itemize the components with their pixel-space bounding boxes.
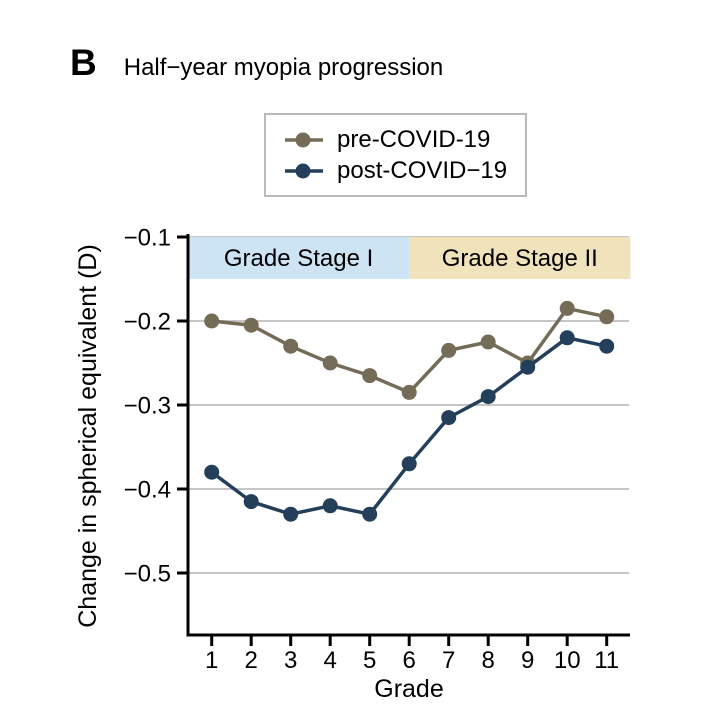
y-tick-label: −0.4	[124, 477, 171, 504]
y-tick-label: −0.5	[124, 561, 171, 588]
x-tick-label: 6	[403, 647, 416, 674]
x-tick-label: 11	[594, 647, 619, 674]
x-tick-label: 2	[245, 647, 258, 674]
figure-title: Half−year myopia progression	[123, 54, 444, 81]
x-tick-label: 8	[482, 647, 495, 674]
data-point-pre-grade-1	[204, 313, 220, 329]
data-point-post-grade-4	[322, 498, 338, 514]
data-point-post-grade-8	[480, 389, 496, 405]
data-point-post-grade-2	[243, 494, 259, 510]
x-tick-label: 3	[284, 647, 297, 674]
stage-band-label-1: Grade Stage I	[224, 245, 373, 272]
data-point-pre-grade-6	[401, 384, 417, 400]
x-tick-label: 1	[205, 647, 218, 674]
y-axis-title: Change in spherical equivalent (D)	[74, 244, 102, 628]
data-point-pre-grade-2	[243, 317, 259, 333]
stage-band-2	[409, 237, 631, 279]
legend-marker-pre-covid-icon	[285, 132, 323, 147]
figure-header: B Half−year myopia progression	[70, 42, 443, 84]
legend-item-post-covid: post-COVID−19	[282, 156, 525, 186]
data-point-post-grade-3	[283, 506, 299, 522]
data-point-post-grade-5	[362, 506, 378, 522]
series-line-post-covid	[210, 335, 608, 517]
y-tick-label: −0.3	[124, 393, 171, 420]
data-point-pre-grade-10	[559, 300, 575, 316]
data-point-post-grade-6	[401, 456, 417, 472]
data-point-post-grade-9	[520, 359, 536, 375]
legend: pre-COVID-19 post-COVID−19	[264, 113, 527, 197]
legend-label-pre-covid: pre-COVID-19	[337, 125, 491, 153]
data-point-pre-grade-3	[283, 338, 299, 354]
x-tick-label: 7	[442, 647, 455, 674]
stage-band-label-2: Grade Stage II	[442, 245, 598, 272]
data-point-pre-grade-11	[599, 309, 615, 325]
data-point-pre-grade-7	[441, 342, 457, 358]
x-axis-title: Grade	[374, 675, 443, 703]
data-point-post-grade-11	[599, 338, 615, 354]
legend-item-pre-covid: pre-COVID-19	[282, 125, 525, 155]
y-tick-label: −0.1	[124, 225, 171, 252]
legend-label-post-covid: post-COVID−19	[337, 156, 508, 184]
data-point-post-grade-7	[441, 410, 457, 426]
data-point-pre-grade-8	[480, 334, 496, 350]
data-point-pre-grade-5	[362, 368, 378, 384]
data-point-post-grade-1	[204, 464, 220, 480]
x-tick-label: 10	[554, 647, 581, 674]
x-tick-label: 9	[521, 647, 534, 674]
x-tick-label: 4	[324, 647, 337, 674]
legend-marker-post-covid-icon	[285, 163, 323, 178]
x-tick-label: 5	[363, 647, 376, 674]
data-point-post-grade-10	[559, 330, 575, 346]
data-point-pre-grade-4	[322, 355, 338, 371]
panel-letter: B	[70, 42, 97, 83]
stage-band-1	[188, 237, 410, 279]
y-tick-label: −0.2	[124, 309, 171, 336]
